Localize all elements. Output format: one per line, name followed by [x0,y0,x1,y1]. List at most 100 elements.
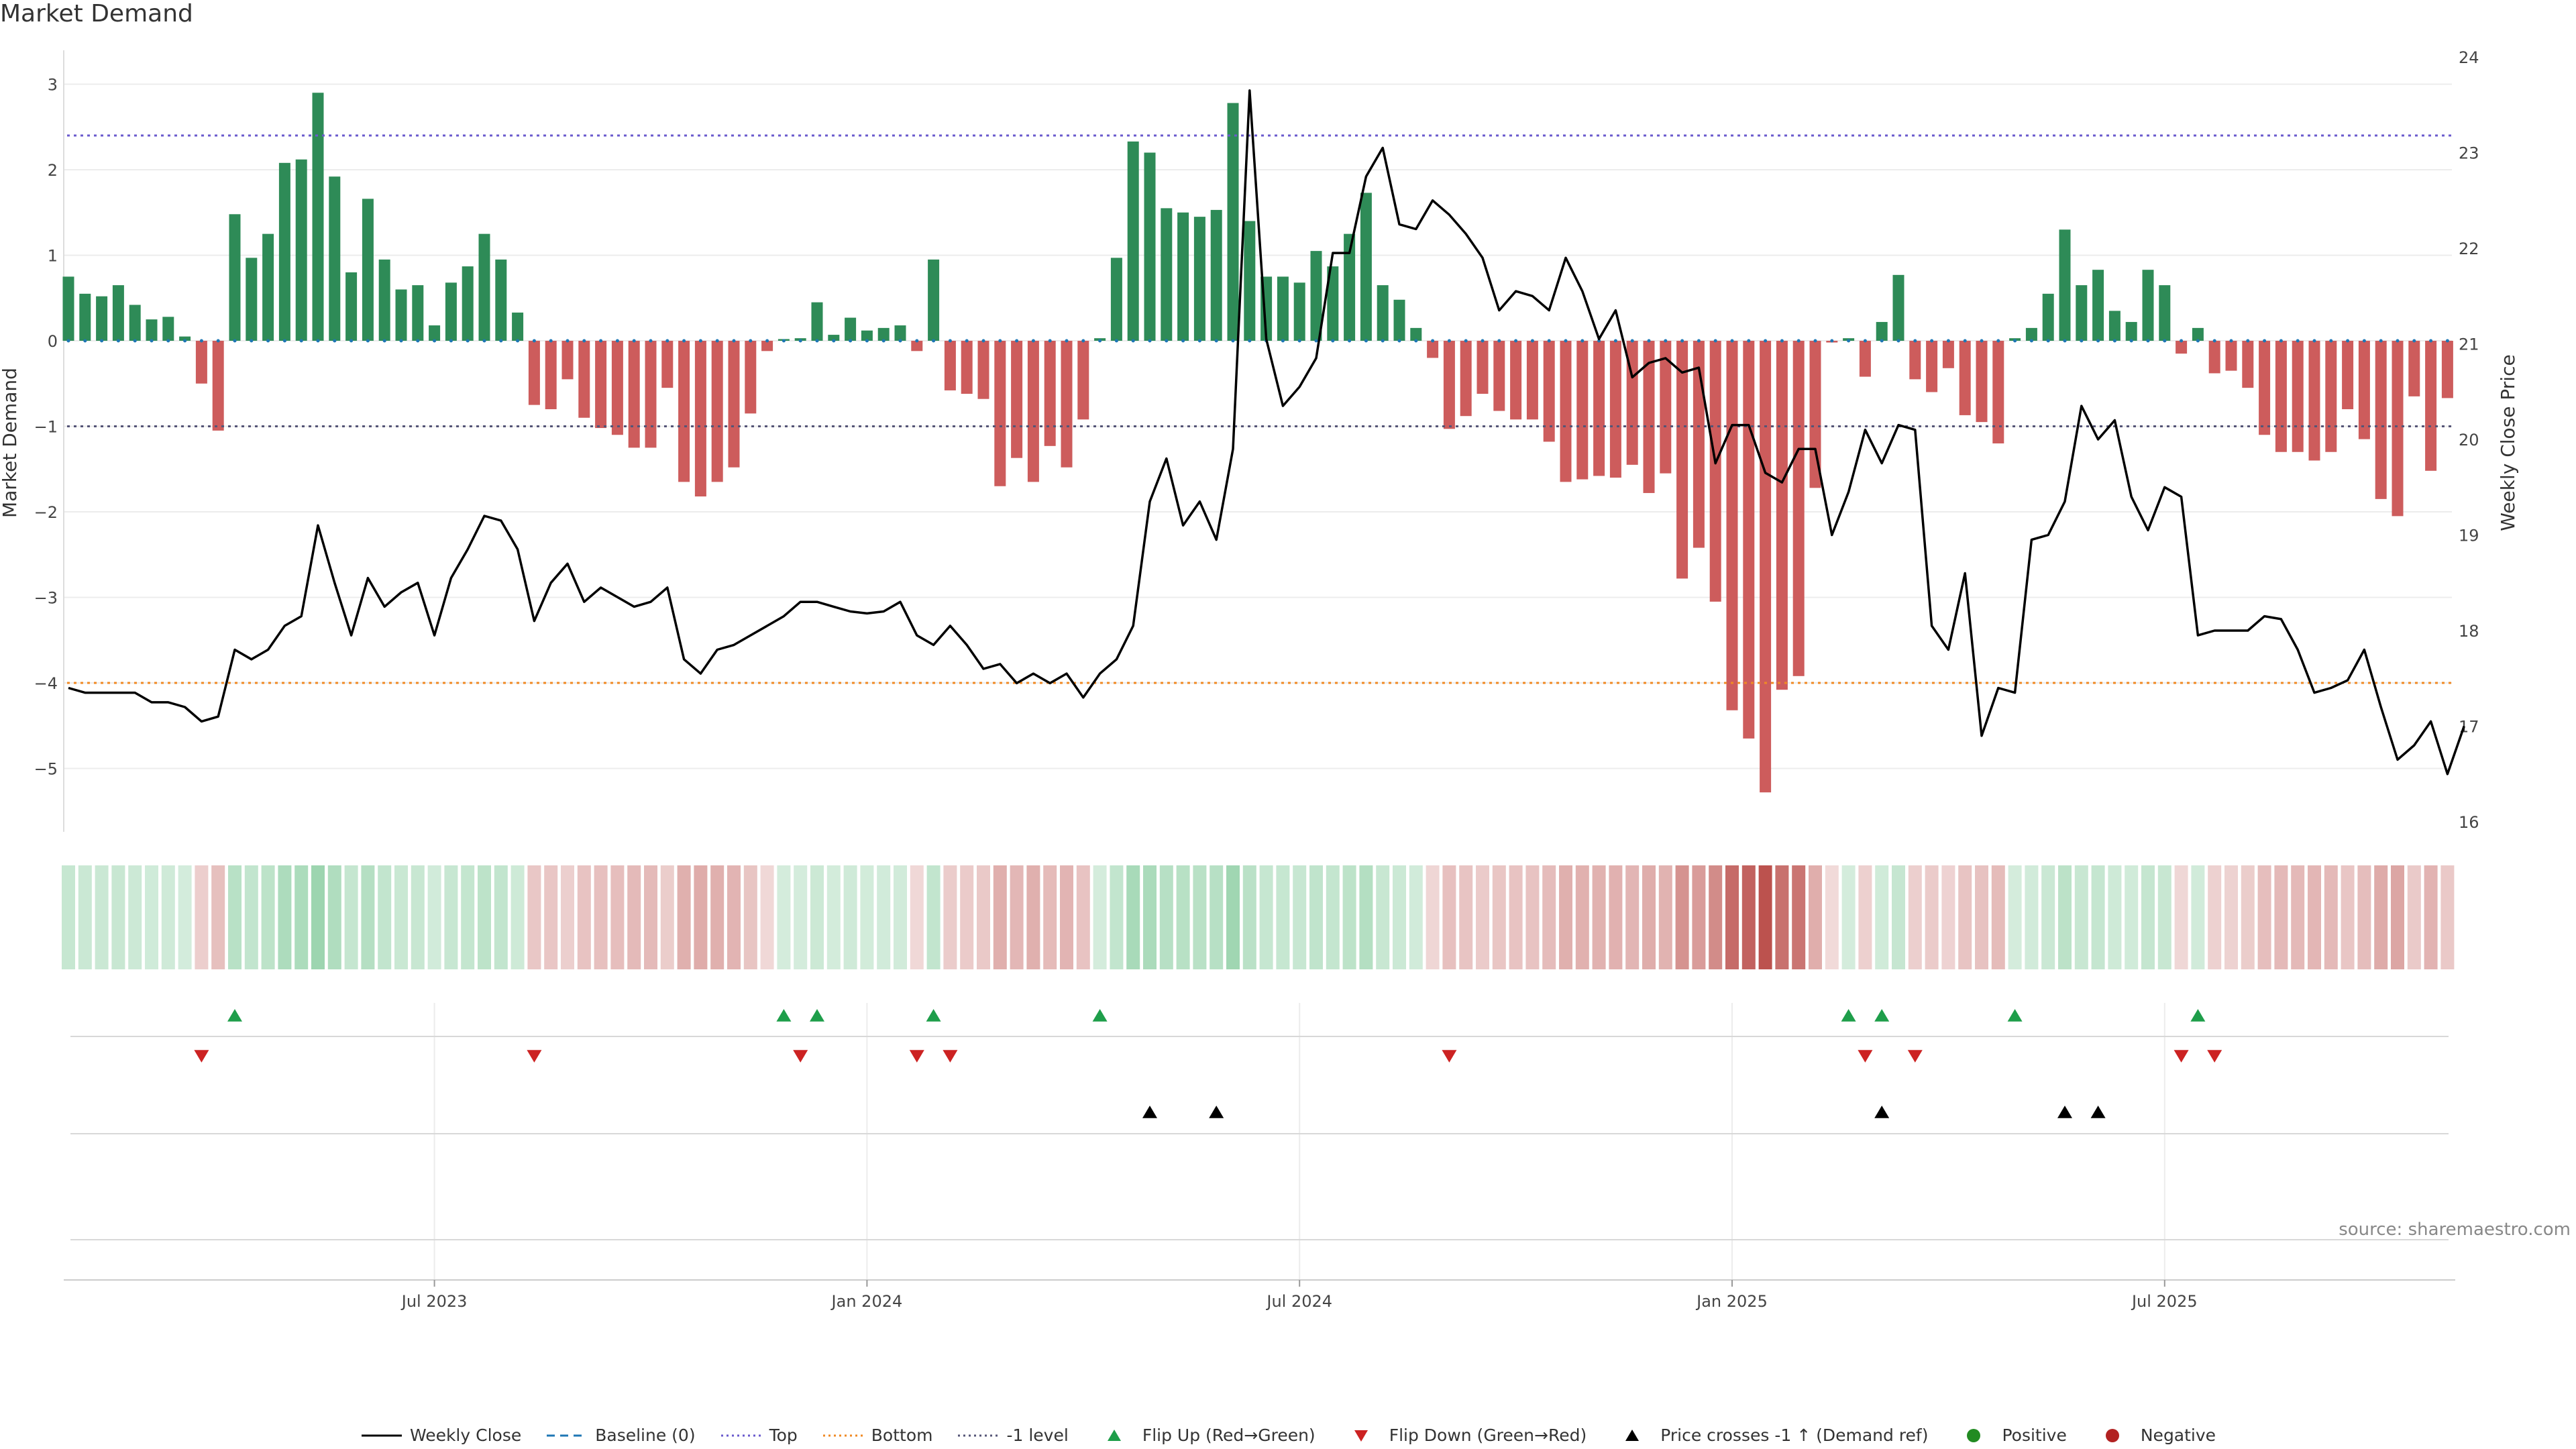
heat-strip-cell [511,865,525,969]
demand-bar [1726,341,1738,710]
baseline-marker [1197,339,1201,343]
heat-strip-cell [527,865,541,969]
flip-down-marker [943,1050,958,1063]
demand-bar [894,325,906,341]
heat-strip-cell [2074,865,2088,969]
heat-strip-cell [2341,865,2355,969]
baseline-marker [1896,339,1900,343]
heat-strip-cell [1492,865,1506,969]
heat-strip-cell [178,865,192,969]
baseline-marker [416,339,420,343]
demand-bar [1393,299,1405,341]
heat-strip-cell [1758,865,1772,969]
legend-swatch [1107,1429,1121,1441]
baseline-marker [2445,339,2449,343]
baseline-marker [981,339,985,343]
legend-swatch [958,1434,999,1436]
heat-strip-cell [1159,865,1173,969]
demand-bar [2176,341,2188,354]
heat-strip-cell [1858,865,1872,969]
baseline-marker [266,339,270,343]
demand-bar [2325,341,2337,452]
baseline-marker [1580,339,1585,343]
demand-bar [512,312,524,341]
baseline-marker [1564,339,1568,343]
demand-bar [1477,341,1489,394]
heat-strip-cell [1026,865,1040,969]
heat-strip-cell [760,865,774,969]
heat-strip-cell [577,865,591,969]
baseline-marker [250,339,254,343]
heat-strip-cell [1675,865,1689,969]
baseline-marker [1214,339,1218,343]
demand-bar [1027,341,1039,482]
demand-bar [429,325,441,341]
legend-swatch [1354,1430,1368,1442]
flip-down-marker [1907,1050,1923,1063]
baseline-marker [1863,339,1867,343]
y-tick-label: −3 [34,589,58,608]
heat-strip-cell [1741,865,1756,969]
baseline-marker [1348,339,1352,343]
baseline-marker [1880,339,1884,343]
demand-bar [2441,341,2453,398]
demand-bar [1293,282,1305,341]
heat-strip-cell [2407,865,2421,969]
heat-strip-cell [1143,865,1157,969]
demand-bar [1792,341,1805,676]
heat-strip-cell [743,865,757,969]
heat-strip-cell [461,865,475,969]
demand-bar [2242,341,2254,388]
y-tick-label: −5 [34,760,58,779]
baseline-marker [133,339,137,343]
heat-strip-cell [2208,865,2222,969]
heat-strip-cell [910,865,924,969]
legend-item: Flip Down (Green→Red) [1340,1426,1587,1445]
demand-bar [1377,285,1389,341]
heat-strip-cell [2025,865,2039,969]
legend-item: Negative [2091,1426,2216,1445]
baseline-marker [2212,339,2216,343]
demand-bar [845,317,857,341]
demand-bar [1809,341,1821,488]
demand-bar [1044,341,1056,446]
legend-item: Positive [1952,1426,2067,1445]
heat-strip-cell [860,865,874,969]
baseline-marker [1447,339,1451,343]
baseline-marker [2279,339,2283,343]
heat-strip-cell [2058,865,2072,969]
demand-bar [179,336,191,341]
demand-bar [661,341,674,388]
demand-bar [262,233,274,341]
demand-bar [1942,341,1954,368]
legend-swatch [1967,1428,1981,1442]
baseline-marker [1414,339,1418,343]
heat-strip-cell [1609,865,1623,969]
heat-strip-cell [1925,865,1939,969]
heat-strip-cell [810,865,824,969]
demand-bar [2358,341,2370,439]
demand-bar [1609,341,1621,478]
baseline-marker [2080,339,2084,343]
demand-bar [329,176,341,341]
flip-up-marker [227,1009,242,1022]
heat-strip-cell [1725,865,1739,969]
heat-strip-cell [561,865,574,969]
demand-bar [828,335,840,341]
baseline-marker [350,339,354,343]
heat-strip-cell [427,865,441,969]
baseline-marker [66,339,70,343]
heat-strip-cell [1293,865,1307,969]
heat-strip-cell [2125,865,2139,969]
heat-strip-cell [378,865,392,969]
demand-bar [1344,233,1356,341]
heat-strip-cell [244,865,258,969]
heat-strip-cell [2357,865,2371,969]
baseline-marker [382,339,386,343]
demand-bar [1327,266,1339,341]
baseline-marker [1148,339,1152,343]
baseline-marker [815,339,819,343]
baseline-marker [1015,339,1019,343]
baseline-marker [1048,339,1052,343]
demand-bar [412,285,424,341]
